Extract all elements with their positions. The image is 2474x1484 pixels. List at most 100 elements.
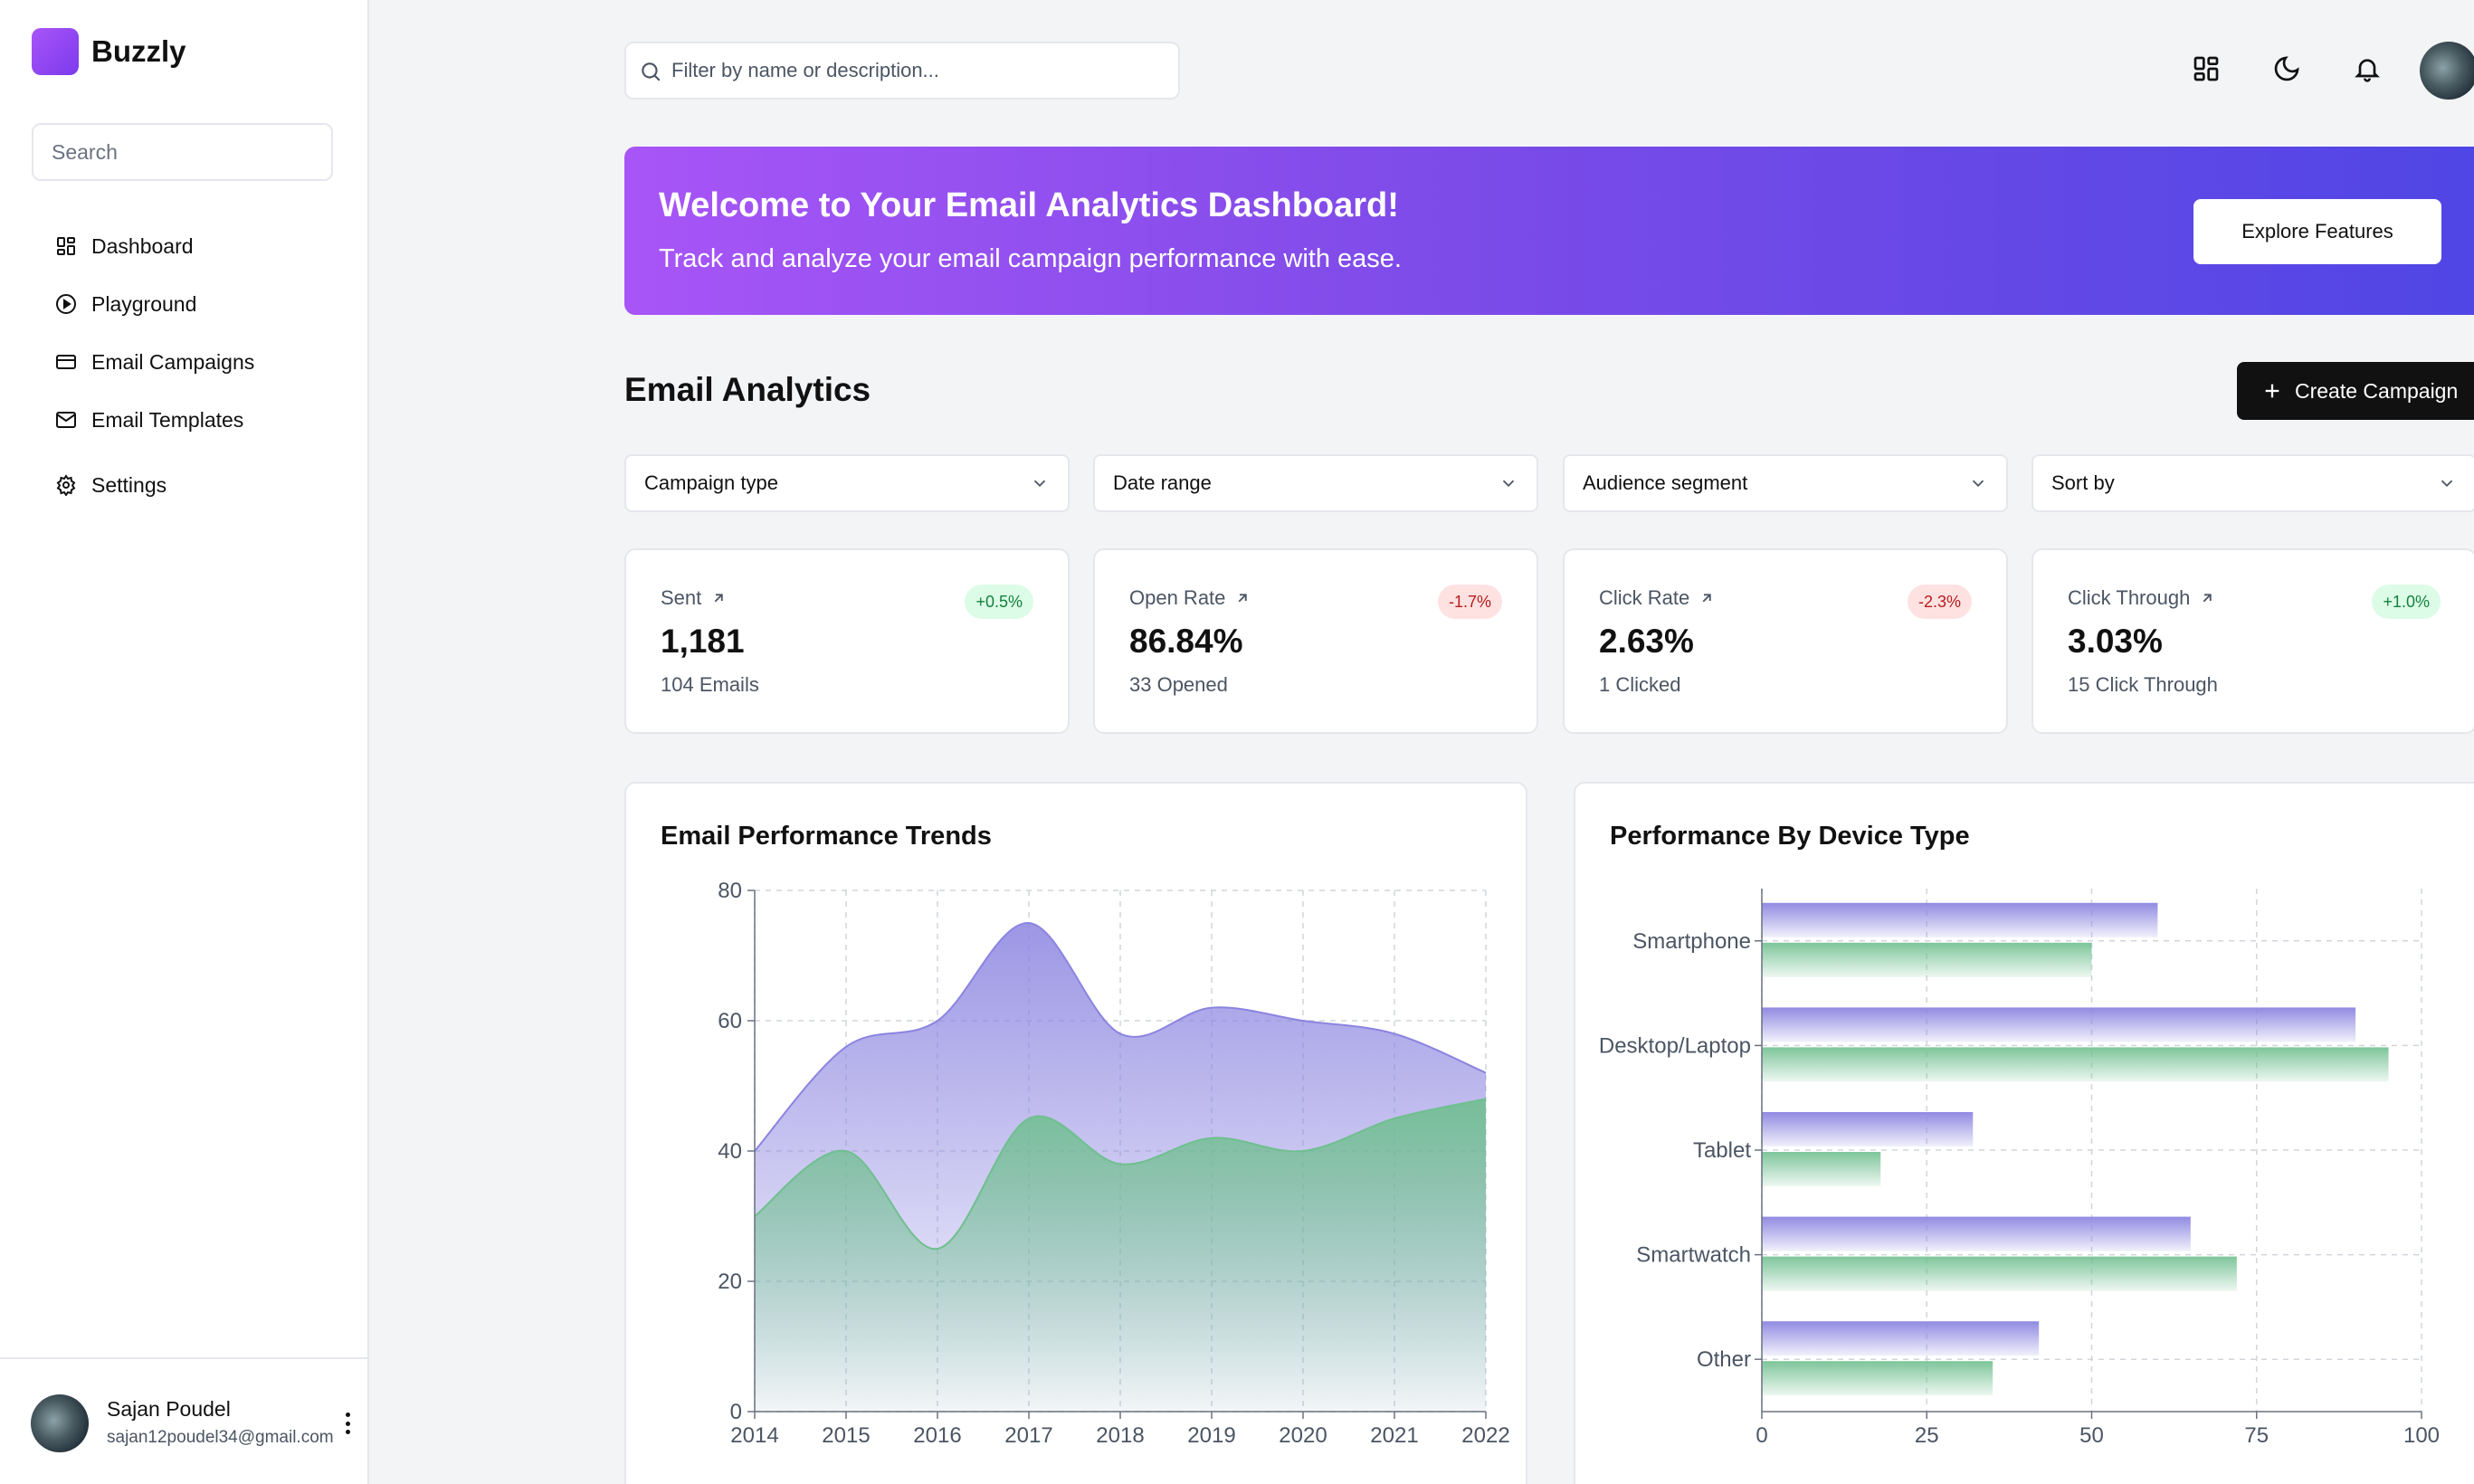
x-tick-label: 2014 xyxy=(730,1423,778,1448)
avatar[interactable] xyxy=(31,1394,89,1452)
status-badge: +1.0% xyxy=(2372,585,2441,619)
arrow-up-right-icon xyxy=(714,594,723,603)
select-label: Audience segment xyxy=(1583,471,1748,494)
category-label: Other xyxy=(1697,1347,1751,1372)
brand[interactable]: Buzzly xyxy=(32,28,186,75)
stat-value: 3.03% xyxy=(2068,623,2163,660)
sidebar-item-settings[interactable]: Settings xyxy=(32,456,333,514)
plus-icon xyxy=(2265,384,2279,398)
bell-icon xyxy=(2355,59,2380,82)
x-tick-label: 100 xyxy=(2403,1423,2440,1448)
user-email: sajan12poudel34@gmail.com xyxy=(107,1428,334,1447)
credit-card-icon xyxy=(56,355,76,369)
x-tick-label: 2022 xyxy=(1461,1423,1509,1448)
stat-card-click-rate: Click Rate -2.3% 2.63% 1 Clicked xyxy=(1563,548,2008,734)
bar xyxy=(1762,1216,2191,1251)
dashboard-toggle-button[interactable] xyxy=(2190,52,2222,85)
sidebar-user: Sajan Poudel sajan12poudel34@gmail.com xyxy=(0,1357,367,1484)
area-chart: 0 20 40 60 80 2014 2015 2016 2017 2018 2019 2020 202… xyxy=(718,879,1509,1448)
search-icon xyxy=(642,62,661,81)
category-label: Smartwatch xyxy=(1636,1243,1751,1268)
y-tick-label: 40 xyxy=(718,1139,742,1164)
y-tick-label: 80 xyxy=(718,879,742,903)
x-tick-label: 25 xyxy=(1915,1423,1939,1448)
category-label: Desktop/Laptop xyxy=(1599,1033,1751,1058)
sidebar-item-label: Email Campaigns xyxy=(91,349,255,374)
x-tick-label: 50 xyxy=(2079,1423,2104,1448)
stat-value: 1,181 xyxy=(661,623,745,660)
x-tick-label: 75 xyxy=(2244,1423,2269,1448)
status-badge: -2.3% xyxy=(1907,585,1972,619)
status-badge: -1.7% xyxy=(1437,585,1502,619)
select-label: Campaign type xyxy=(644,471,778,494)
stat-subtext: 1 Clicked xyxy=(1599,673,1681,696)
avatar[interactable] xyxy=(2420,42,2474,100)
sidebar-item-playground[interactable]: Playground xyxy=(32,275,333,333)
chart-title: Email Performance Trends xyxy=(661,822,992,851)
x-tick-label: 2020 xyxy=(1279,1423,1327,1448)
y-tick-label: 60 xyxy=(718,1009,742,1033)
stat-card-click-through: Click Through +1.0% 3.03% 15 Click Throu… xyxy=(2032,548,2474,734)
bar xyxy=(1762,1047,2389,1082)
stat-subtext: 33 Opened xyxy=(1129,673,1228,696)
sidebar-item-label: Email Templates xyxy=(91,407,244,432)
page-title: Email Analytics xyxy=(624,371,871,408)
sidebar-item-label: Playground xyxy=(91,291,197,316)
create-campaign-label: Create Campaign xyxy=(2295,378,2459,403)
campaign-type-select[interactable]: Campaign type xyxy=(624,454,1070,512)
bar xyxy=(1762,1007,2356,1042)
bar xyxy=(1762,1112,1974,1146)
sidebar: Buzzly Dashboard Playground Email Campai… xyxy=(0,0,369,1484)
banner-subtitle: Track and analyze your email campaign pe… xyxy=(659,244,1402,273)
email-performance-chart-card: Email Performance Trends 0 20 40 60 80 2014 20… xyxy=(624,782,1527,1484)
series-area xyxy=(755,1099,1486,1412)
category-label: Smartphone xyxy=(1632,929,1751,954)
stat-card-sent: Sent +0.5% 1,181 104 Emails xyxy=(624,548,1070,734)
bar xyxy=(1762,1256,2237,1291)
brand-logo xyxy=(32,28,79,75)
stat-label: Open Rate xyxy=(1129,586,1251,610)
create-campaign-button[interactable]: Create Campaign xyxy=(2237,362,2474,420)
more-vertical-icon[interactable] xyxy=(337,1410,358,1437)
y-tick-label: 20 xyxy=(718,1270,742,1294)
x-tick-label: 2016 xyxy=(913,1423,961,1448)
sidebar-search-input[interactable] xyxy=(32,123,333,181)
arrow-up-right-icon xyxy=(2203,594,2212,603)
bar-chart: Smartphone Desktop/Laptop Tablet Smartwatch… xyxy=(1599,889,2440,1448)
theme-toggle-button[interactable] xyxy=(2270,52,2303,85)
x-tick-label: 2018 xyxy=(1096,1423,1144,1448)
stat-value: 2.63% xyxy=(1599,623,1694,660)
mail-icon xyxy=(56,412,76,428)
y-tick-label: 0 xyxy=(730,1400,742,1424)
audience-segment-select[interactable]: Audience segment xyxy=(1563,454,2008,512)
explore-features-button[interactable]: Explore Features xyxy=(2193,199,2441,264)
dashboard-icon xyxy=(57,237,75,255)
bar xyxy=(1762,1152,1881,1186)
select-label: Date range xyxy=(1113,471,1212,494)
brand-name: Buzzly xyxy=(91,34,186,68)
stat-label: Sent xyxy=(661,586,727,610)
filter-search xyxy=(624,42,1180,100)
dashboard-icon xyxy=(2193,56,2219,81)
category-label: Tablet xyxy=(1693,1138,1751,1163)
notifications-button[interactable] xyxy=(2351,52,2384,85)
x-tick-label: 2021 xyxy=(1370,1423,1418,1448)
filter-input[interactable] xyxy=(671,43,1169,98)
stat-label: Click Rate xyxy=(1599,586,1715,610)
sidebar-item-dashboard[interactable]: Dashboard xyxy=(32,217,333,275)
welcome-banner: Welcome to Your Email Analytics Dashboar… xyxy=(624,147,2474,315)
sidebar-item-label: Dashboard xyxy=(91,233,194,258)
x-tick-label: 2019 xyxy=(1187,1423,1235,1448)
stat-subtext: 15 Click Through xyxy=(2068,673,2218,696)
banner-title: Welcome to Your Email Analytics Dashboar… xyxy=(659,186,1399,224)
device-performance-chart-card: Performance By Device Type Smartphone Des… xyxy=(1574,782,2474,1484)
x-tick-label: 0 xyxy=(1756,1423,1767,1448)
status-badge: +0.5% xyxy=(965,585,1033,619)
sidebar-item-label: Settings xyxy=(91,472,167,497)
sidebar-item-email-templates[interactable]: Email Templates xyxy=(32,391,333,449)
sort-by-select[interactable]: Sort by xyxy=(2032,454,2474,512)
sidebar-item-email-campaigns[interactable]: Email Campaigns xyxy=(32,333,333,391)
chevron-down-icon xyxy=(1033,480,1046,488)
bar xyxy=(1762,942,2092,977)
date-range-select[interactable]: Date range xyxy=(1093,454,1538,512)
